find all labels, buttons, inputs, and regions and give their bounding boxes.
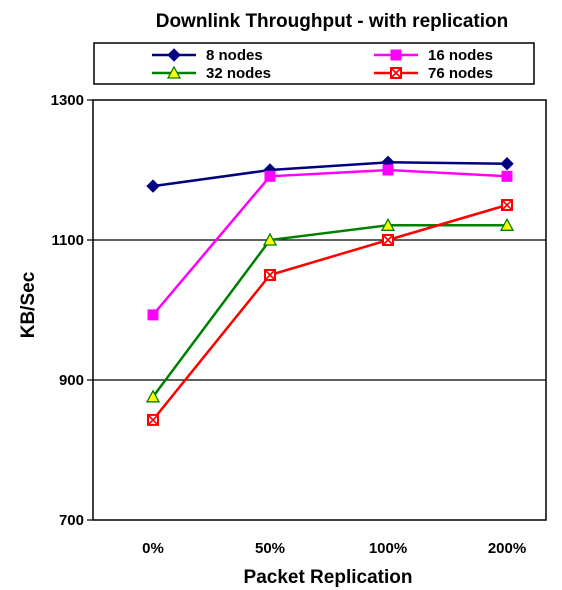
legend-marker	[390, 67, 402, 79]
y-tick-label: 900	[59, 372, 84, 389]
legend-box	[93, 42, 535, 85]
series-line-16-nodes	[152, 168, 508, 316]
data-point	[145, 389, 161, 403]
legend-label: 32 nodes	[206, 65, 271, 82]
x-tick-label: 0%	[142, 540, 164, 557]
gridlines	[93, 239, 546, 381]
data-point	[380, 217, 396, 231]
data-point	[146, 179, 160, 193]
data-point	[499, 217, 515, 231]
data-point	[264, 170, 276, 182]
data-point	[147, 413, 159, 426]
data-point	[500, 156, 514, 171]
legend-marker	[167, 48, 181, 62]
x-axis-label: Packet Replication	[244, 567, 413, 588]
x-tick-label: 200%	[488, 540, 526, 557]
data-point	[382, 234, 394, 246]
y-axis-label: KB/Sec	[18, 271, 39, 338]
chart-title: Downlink Throughput - with replication	[156, 11, 509, 32]
series-line-76-nodes	[152, 203, 508, 421]
data-point	[501, 199, 513, 211]
series-line-8-nodes	[152, 161, 508, 188]
plot-area	[92, 99, 547, 521]
x-axis-ticks: 0% 50% 100% 200%	[142, 540, 526, 557]
y-tick-label: 1300	[51, 92, 84, 109]
legend: 8 nodes 16 nodes 32 nodes 76 nodes	[93, 42, 535, 85]
x-tick-label: 100%	[369, 540, 407, 557]
legend-marker	[166, 65, 182, 79]
data-point	[382, 164, 394, 176]
legend-label: 76 nodes	[428, 65, 493, 82]
data-point	[262, 232, 278, 246]
data-point	[501, 170, 513, 182]
y-axis-ticks: 700 900 1100 1300	[51, 92, 93, 529]
legend-marker	[390, 49, 402, 61]
legend-label: 8 nodes	[206, 47, 263, 64]
series-group	[145, 155, 515, 426]
y-tick-label: 700	[59, 512, 84, 529]
x-tick-label: 50%	[255, 540, 285, 557]
y-tick-label: 1100	[51, 232, 84, 249]
series-line-32-nodes	[151, 224, 507, 398]
data-point	[264, 269, 276, 281]
legend-label: 16 nodes	[428, 47, 493, 64]
data-point	[147, 309, 159, 321]
